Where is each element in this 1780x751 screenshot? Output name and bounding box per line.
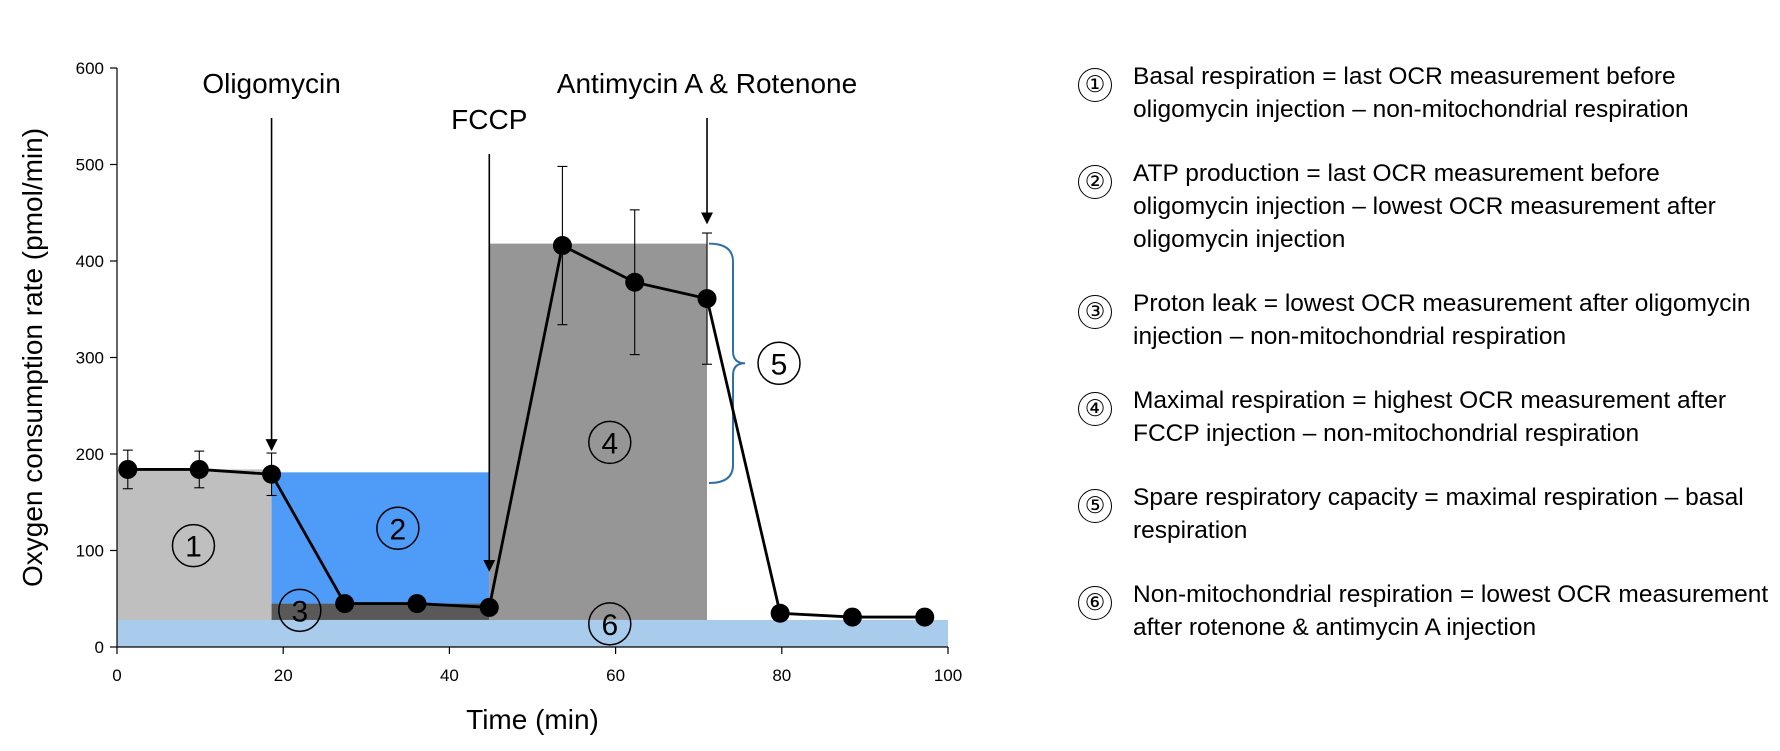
region-label-circle bbox=[278, 588, 322, 633]
region-label-5: 5 bbox=[771, 348, 788, 381]
x-tick-label: 100 bbox=[934, 666, 962, 685]
data-point bbox=[842, 607, 862, 627]
y-tick-label: 400 bbox=[76, 252, 104, 271]
region-label-circle bbox=[757, 341, 801, 386]
data-point bbox=[479, 597, 499, 617]
x-tick-label: 0 bbox=[112, 666, 121, 685]
data-point bbox=[262, 464, 282, 484]
region-5 bbox=[117, 619, 948, 647]
x-tick-label: 40 bbox=[440, 666, 459, 685]
ocr-series-line bbox=[127, 243, 925, 619]
region-label-3: 3 bbox=[291, 595, 308, 628]
injection-label: Antimycin A & Rotenone bbox=[557, 68, 857, 99]
legend-item-non-mito: ⑥ Non-mitochondrial respiration = lowest… bbox=[1078, 578, 1778, 644]
y-tick-label: 500 bbox=[76, 156, 104, 175]
data-point bbox=[625, 272, 645, 292]
region-label-1: 1 bbox=[185, 531, 202, 564]
spare-capacity-brace bbox=[709, 242, 746, 484]
region-label-circle bbox=[171, 523, 216, 568]
region-2 bbox=[271, 472, 490, 604]
region-1 bbox=[117, 469, 272, 647]
legend-item-basal: ① Basal respiration = last OCR measureme… bbox=[1078, 60, 1778, 126]
legend-item-atp: ② ATP production = last OCR measurement … bbox=[1078, 157, 1778, 256]
ocr-chart: 0 100 200 300 400 500 600 0 20 40 60 80 100 Time (min… bbox=[17, 59, 962, 735]
region-label-4: 4 bbox=[601, 427, 618, 460]
region-3 bbox=[271, 603, 490, 620]
legend-text-atp: ATP production = last OCR measurement be… bbox=[1133, 160, 1716, 253]
legend-text-maximal: Maximal respiration = highest OCR measur… bbox=[1133, 387, 1727, 447]
data-point bbox=[407, 594, 427, 614]
legend-number-2: ② bbox=[1078, 165, 1112, 199]
x-axis-label: Time (min) bbox=[466, 704, 599, 735]
data-point bbox=[770, 603, 790, 623]
data-point bbox=[118, 459, 138, 479]
region-label-circle bbox=[588, 602, 632, 646]
x-tick-label: 20 bbox=[274, 666, 293, 685]
legend-number-1: ① bbox=[1078, 68, 1112, 102]
data-point bbox=[697, 289, 717, 309]
y-tick-label: 600 bbox=[76, 59, 104, 78]
legend-number-3: ③ bbox=[1078, 295, 1112, 329]
legend-number-6: ⑥ bbox=[1078, 586, 1112, 620]
x-tick-label: 80 bbox=[772, 666, 791, 685]
region-4 bbox=[489, 243, 708, 620]
y-tick-label: 300 bbox=[76, 349, 104, 368]
data-point bbox=[189, 459, 209, 479]
legend-text-spare: Spare respiratory capacity = maximal res… bbox=[1133, 484, 1744, 544]
data-point bbox=[915, 607, 935, 627]
y-tick-label: 100 bbox=[76, 542, 104, 561]
data-point bbox=[335, 594, 355, 614]
legend-item-spare: ⑤ Spare respiratory capacity = maximal r… bbox=[1078, 481, 1778, 547]
region-label-circle bbox=[376, 506, 420, 551]
legend-text-proton-leak: Proton leak = lowest OCR measurement aft… bbox=[1133, 290, 1751, 350]
y-tick-label: 200 bbox=[76, 445, 104, 464]
injection-label: FCCP bbox=[451, 104, 527, 135]
x-tick-label: 60 bbox=[606, 666, 625, 685]
legend: ① Basal respiration = last OCR measureme… bbox=[1078, 60, 1778, 675]
legend-text-basal: Basal respiration = last OCR measurement… bbox=[1133, 63, 1689, 123]
legend-item-maximal: ④ Maximal respiration = highest OCR meas… bbox=[1078, 384, 1778, 450]
legend-number-4: ④ bbox=[1078, 392, 1112, 426]
region-label-circle bbox=[588, 420, 632, 465]
region-label-6: 6 bbox=[601, 609, 618, 642]
legend-number-5: ⑤ bbox=[1078, 489, 1112, 523]
injection-label: Oligomycin bbox=[202, 68, 340, 99]
y-tick-label: 0 bbox=[95, 638, 104, 657]
y-axis-label: Oxygen consumption rate (pmol/min) bbox=[17, 128, 48, 587]
legend-text-non-mito: Non-mitochondrial respiration = lowest O… bbox=[1133, 581, 1769, 641]
region-label-2: 2 bbox=[390, 513, 407, 546]
legend-item-proton-leak: ③ Proton leak = lowest OCR measurement a… bbox=[1078, 287, 1778, 353]
data-point bbox=[552, 236, 572, 256]
